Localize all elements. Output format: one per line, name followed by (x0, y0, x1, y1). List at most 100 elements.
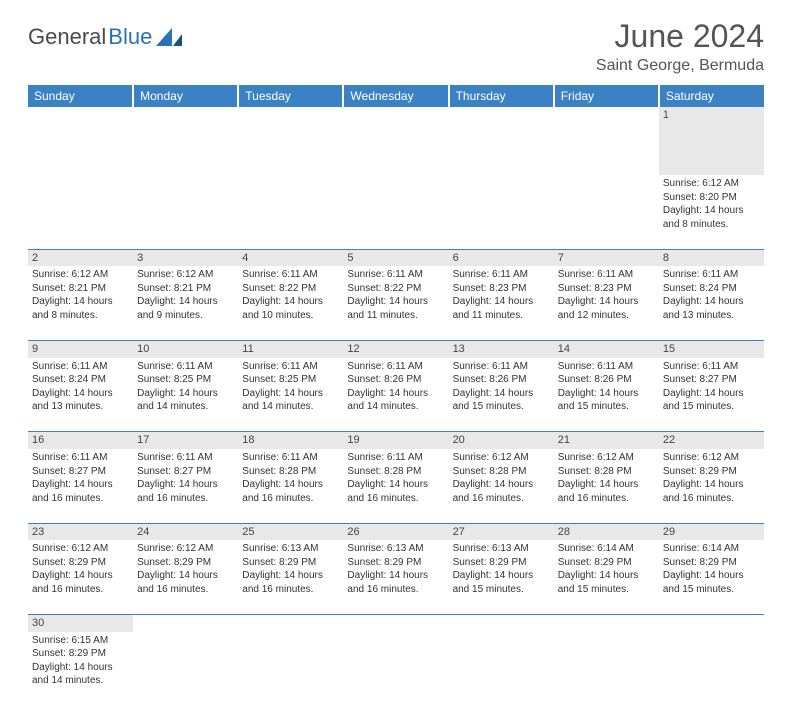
day-number: 12 (343, 340, 448, 357)
day-number: 26 (343, 523, 448, 540)
week-row: Sunrise: 6:11 AMSunset: 8:27 PMDaylight:… (28, 449, 764, 523)
day-cell (449, 175, 554, 249)
daylight-text: Daylight: 14 hours and 16 minutes. (32, 569, 129, 596)
day-header: Tuesday (238, 85, 343, 107)
location: Saint George, Bermuda (596, 57, 764, 75)
sunset-text: Sunset: 8:29 PM (663, 465, 760, 479)
sunrise-text: Sunrise: 6:11 AM (453, 268, 550, 282)
sunset-text: Sunset: 8:23 PM (453, 282, 550, 296)
daylight-text: Daylight: 14 hours and 14 minutes. (347, 387, 444, 414)
sunrise-text: Sunrise: 6:12 AM (663, 451, 760, 465)
day-cell (449, 632, 554, 706)
day-cell: Sunrise: 6:11 AMSunset: 8:27 PMDaylight:… (28, 449, 133, 523)
sunset-text: Sunset: 8:21 PM (137, 282, 234, 296)
sunset-text: Sunset: 8:24 PM (663, 282, 760, 296)
day-number: 18 (238, 432, 343, 449)
day-number: 24 (133, 523, 238, 540)
sunset-text: Sunset: 8:21 PM (32, 282, 129, 296)
day-number (133, 107, 238, 175)
day-number: 28 (554, 523, 659, 540)
sunrise-text: Sunrise: 6:11 AM (347, 360, 444, 374)
daylight-text: Daylight: 14 hours and 8 minutes. (663, 204, 760, 231)
sunrise-text: Sunrise: 6:11 AM (242, 360, 339, 374)
day-cell: Sunrise: 6:11 AMSunset: 8:23 PMDaylight:… (554, 266, 659, 340)
day-cell: Sunrise: 6:15 AMSunset: 8:29 PMDaylight:… (28, 632, 133, 706)
sunrise-text: Sunrise: 6:13 AM (242, 542, 339, 556)
title-block: June 2024 Saint George, Bermuda (596, 18, 764, 75)
daylight-text: Daylight: 14 hours and 11 minutes. (453, 295, 550, 322)
sunset-text: Sunset: 8:29 PM (453, 556, 550, 570)
sunset-text: Sunset: 8:26 PM (347, 373, 444, 387)
day-number: 15 (659, 340, 764, 357)
daylight-text: Daylight: 14 hours and 16 minutes. (347, 478, 444, 505)
week-row: Sunrise: 6:11 AMSunset: 8:24 PMDaylight:… (28, 358, 764, 432)
day-cell (554, 632, 659, 706)
day-cell (343, 175, 448, 249)
sunset-text: Sunset: 8:26 PM (453, 373, 550, 387)
sunset-text: Sunset: 8:23 PM (558, 282, 655, 296)
day-number (449, 614, 554, 631)
daylight-text: Daylight: 14 hours and 16 minutes. (347, 569, 444, 596)
daylight-text: Daylight: 14 hours and 9 minutes. (137, 295, 234, 322)
sunset-text: Sunset: 8:26 PM (558, 373, 655, 387)
sunrise-text: Sunrise: 6:12 AM (137, 268, 234, 282)
week-row: Sunrise: 6:15 AMSunset: 8:29 PMDaylight:… (28, 632, 764, 706)
sunrise-text: Sunrise: 6:12 AM (663, 177, 760, 191)
sunrise-text: Sunrise: 6:14 AM (558, 542, 655, 556)
daylight-text: Daylight: 14 hours and 16 minutes. (558, 478, 655, 505)
sunset-text: Sunset: 8:27 PM (663, 373, 760, 387)
day-number-row: 16171819202122 (28, 432, 764, 449)
logo: GeneralBlue (28, 18, 182, 50)
sunset-text: Sunset: 8:28 PM (453, 465, 550, 479)
day-cell (28, 175, 133, 249)
day-number: 27 (449, 523, 554, 540)
day-header: Saturday (659, 85, 764, 107)
daylight-text: Daylight: 14 hours and 16 minutes. (137, 569, 234, 596)
day-number (238, 614, 343, 631)
sunrise-text: Sunrise: 6:11 AM (242, 451, 339, 465)
day-number: 9 (28, 340, 133, 357)
daylight-text: Daylight: 14 hours and 14 minutes. (32, 661, 129, 688)
sunrise-text: Sunrise: 6:11 AM (558, 360, 655, 374)
sunrise-text: Sunrise: 6:11 AM (32, 451, 129, 465)
day-cell: Sunrise: 6:11 AMSunset: 8:28 PMDaylight:… (343, 449, 448, 523)
day-number: 25 (238, 523, 343, 540)
sunrise-text: Sunrise: 6:12 AM (453, 451, 550, 465)
sunrise-text: Sunrise: 6:11 AM (663, 268, 760, 282)
day-number: 22 (659, 432, 764, 449)
calendar-page: GeneralBlue June 2024 Saint George, Berm… (0, 0, 792, 716)
day-number: 20 (449, 432, 554, 449)
day-number (449, 107, 554, 175)
daylight-text: Daylight: 14 hours and 16 minutes. (663, 478, 760, 505)
day-cell: Sunrise: 6:11 AMSunset: 8:22 PMDaylight:… (238, 266, 343, 340)
day-cell: Sunrise: 6:12 AMSunset: 8:29 PMDaylight:… (28, 540, 133, 614)
day-header: Friday (554, 85, 659, 107)
day-cell: Sunrise: 6:13 AMSunset: 8:29 PMDaylight:… (238, 540, 343, 614)
day-number: 1 (659, 107, 764, 175)
day-cell (343, 632, 448, 706)
day-number (28, 107, 133, 175)
sunrise-text: Sunrise: 6:11 AM (242, 268, 339, 282)
daylight-text: Daylight: 14 hours and 13 minutes. (663, 295, 760, 322)
day-cell: Sunrise: 6:11 AMSunset: 8:24 PMDaylight:… (28, 358, 133, 432)
logo-word-1: General (28, 24, 106, 50)
day-header: Sunday (28, 85, 133, 107)
sunrise-text: Sunrise: 6:12 AM (558, 451, 655, 465)
day-number: 21 (554, 432, 659, 449)
day-cell: Sunrise: 6:12 AMSunset: 8:21 PMDaylight:… (28, 266, 133, 340)
day-cell (133, 175, 238, 249)
day-number: 19 (343, 432, 448, 449)
day-cell (554, 175, 659, 249)
daylight-text: Daylight: 14 hours and 16 minutes. (242, 569, 339, 596)
day-header-row: Sunday Monday Tuesday Wednesday Thursday… (28, 85, 764, 107)
day-cell: Sunrise: 6:13 AMSunset: 8:29 PMDaylight:… (343, 540, 448, 614)
day-cell: Sunrise: 6:11 AMSunset: 8:26 PMDaylight:… (343, 358, 448, 432)
day-number: 10 (133, 340, 238, 357)
sunset-text: Sunset: 8:29 PM (558, 556, 655, 570)
day-number (554, 107, 659, 175)
sunrise-text: Sunrise: 6:11 AM (347, 451, 444, 465)
day-number (133, 614, 238, 631)
sunrise-text: Sunrise: 6:11 AM (347, 268, 444, 282)
day-cell (238, 175, 343, 249)
logo-word-2: Blue (108, 24, 152, 50)
